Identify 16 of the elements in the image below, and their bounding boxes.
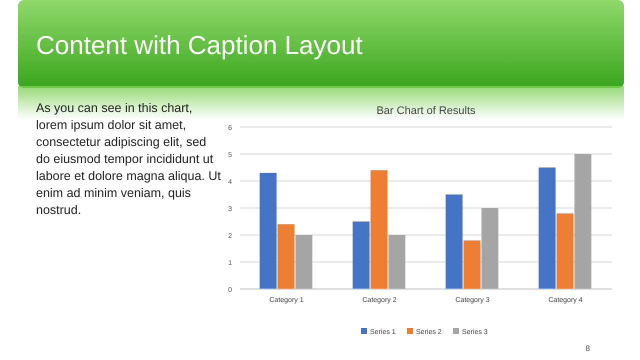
- bar: [538, 168, 556, 289]
- bar: [370, 170, 388, 289]
- text: As you can see in this chart, lorem ipsum dolor sit amet, consectetur adipiscing elit, sed do eiusmod tempor incididunt ut labore et dolore magna aliqua. Ut enim ad minim veniam, quis nostrud.: [36, 101, 222, 217]
- text: 8: [586, 344, 591, 353]
- bar: [388, 235, 406, 289]
- bar: [352, 222, 370, 289]
- bar: [295, 235, 312, 289]
- bar: [574, 154, 592, 289]
- bar: [260, 172, 277, 289]
- chart-title: Bar Chart of Results: [376, 105, 476, 117]
- text: Content with Caption Layout: [36, 30, 364, 60]
- bar: [481, 208, 498, 289]
- bar: [464, 240, 480, 289]
- bar: [278, 224, 294, 289]
- bar: [556, 213, 574, 289]
- bar: [446, 194, 463, 289]
